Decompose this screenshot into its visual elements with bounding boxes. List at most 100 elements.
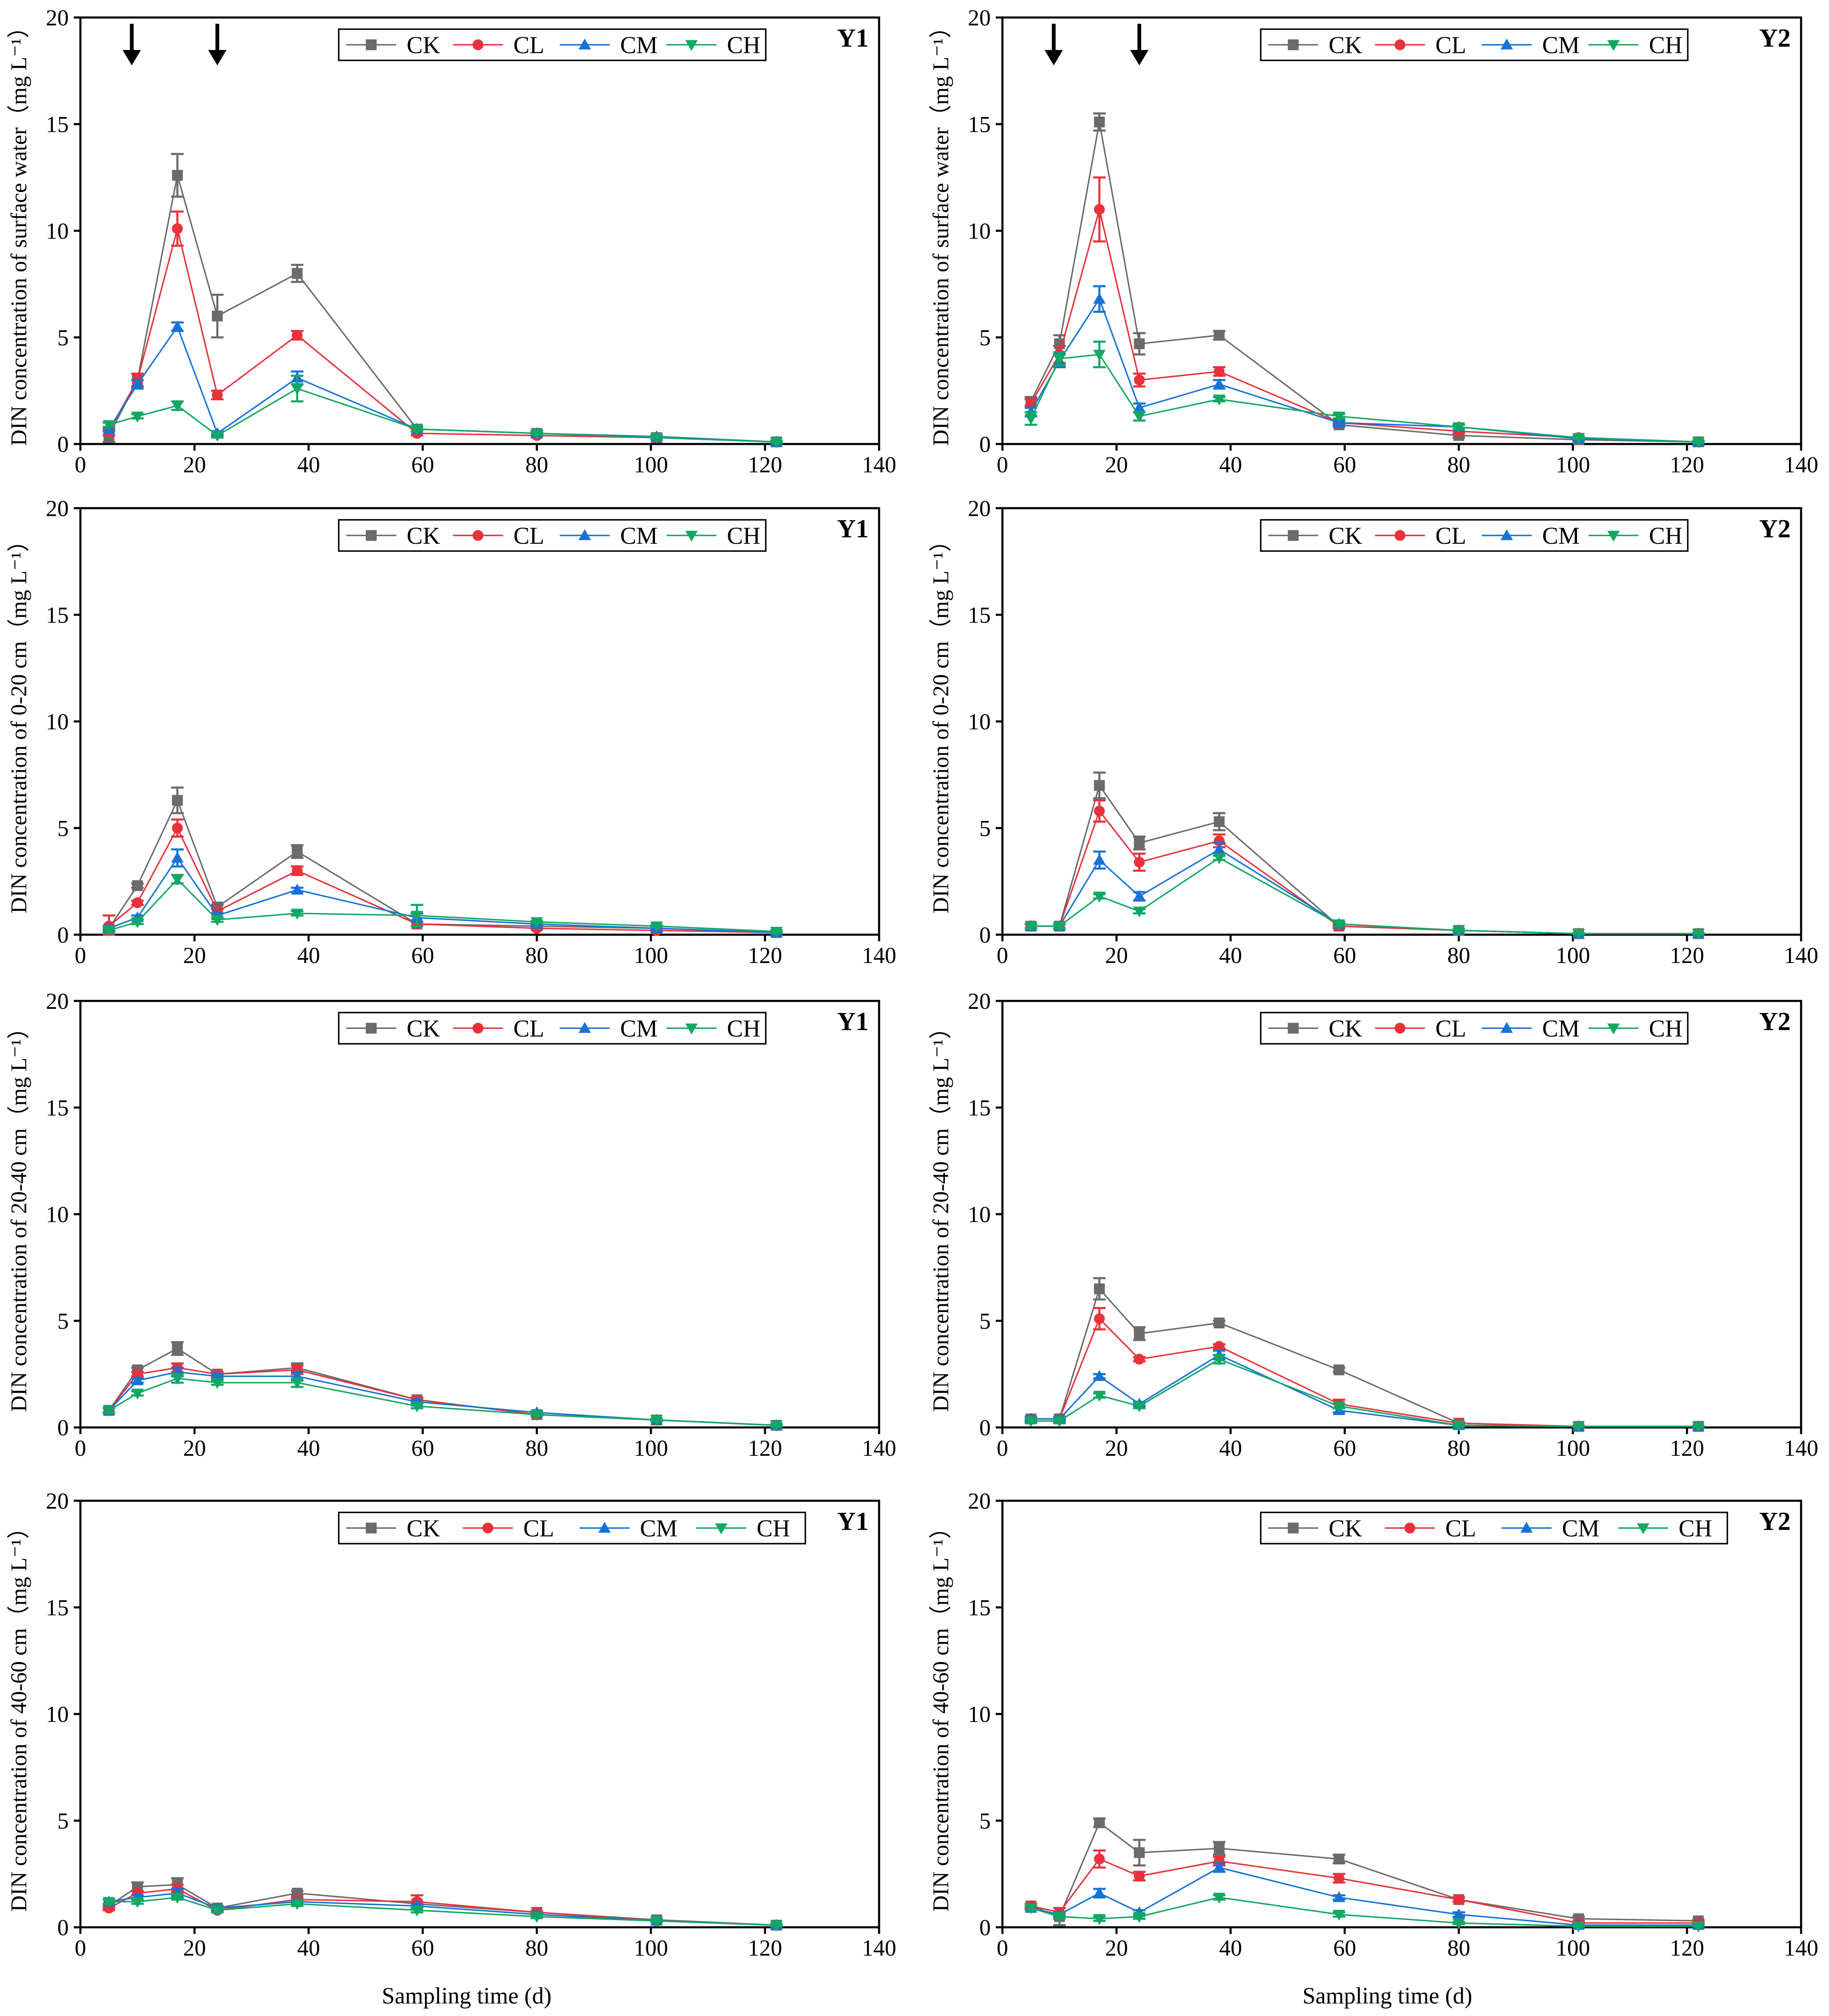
data-point [1133,402,1146,413]
data-point [1094,1817,1105,1829]
x-tick-label: 140 [1784,943,1819,968]
legend-label: CH [1649,522,1683,549]
y-axis-title: DIN concentration of 0-20 cm（mg L⁻¹） [6,529,31,913]
x-tick-label: 80 [525,943,548,968]
data-point [770,437,783,448]
data-point [1214,366,1225,377]
data-point [530,429,543,440]
x-tick-label: 0 [997,1435,1008,1461]
data-point [172,1343,183,1354]
x-tick-label: 20 [1105,943,1128,968]
x-tick-label: 120 [748,943,782,968]
x-tick-label: 0 [75,1435,86,1461]
series-ch [1024,1893,1705,1933]
series-line [1030,209,1699,443]
series-ch [102,874,783,938]
data-point [1134,1354,1145,1365]
data-point [292,865,303,876]
down-arrow-icon [1130,24,1149,65]
legend-label: CM [1542,1015,1580,1042]
y-tick-label: 10 [968,1702,991,1727]
x-tick-label: 40 [297,943,320,968]
y-tick-label: 20 [46,496,69,521]
data-point [131,1374,144,1385]
legend-label: CH [1679,1515,1712,1542]
data-point [1094,1283,1105,1295]
legend-label: CM [620,522,658,549]
legend-entry-ch: CH [666,1015,760,1042]
legend-entry-cm: CM [560,522,658,549]
data-point [1093,853,1106,865]
data-point [1134,338,1145,349]
x-tick-label: 140 [1784,452,1819,477]
data-point [172,170,183,181]
series-line [108,878,777,933]
series-cm [1024,285,1705,447]
legend-entry-cl: CL [453,32,544,59]
y-tick-label: 20 [968,988,991,1014]
data-point [410,1401,423,1412]
y-tick-label: 20 [46,5,69,30]
legend-entry-cm: CM [580,1515,677,1542]
data-point [1213,1893,1226,1904]
panel-tag: Y1 [837,1507,869,1536]
panel-y2-row1: 0 20 40 60 80 100 120 140 0 5 10 15 20 DIN concentrat… [928,5,1818,477]
data-point [132,1369,143,1380]
legend-label: CK [407,1515,440,1542]
data-point [171,401,184,412]
data-point [1053,921,1066,933]
x-tick-label: 40 [297,1935,320,1961]
data-point [1572,1422,1585,1433]
legend-entry-ck: CK [346,522,440,549]
data-point [1572,929,1585,940]
y-tick-label: 10 [46,1702,69,1727]
x-tick-label: 0 [997,452,1008,477]
series-ch [102,1373,783,1432]
panel-tag: Y1 [837,515,869,543]
legend-label: CM [1562,1515,1599,1542]
x-tick-label: 40 [297,1435,320,1461]
data-point [102,420,115,431]
panel-y2-row4: 0 20 40 60 80 100 120 140 0 5 10 15 20 DIN concentrat… [928,1488,1818,1961]
data-point [1332,919,1345,931]
y-tick-label: 10 [968,218,991,244]
series-cl [102,818,783,938]
data-point [650,921,663,933]
legend-entry-cm: CM [1482,1015,1580,1042]
data-point [171,851,184,863]
data-point [650,1415,663,1427]
y-tick-label: 20 [46,988,69,1014]
data-point [292,268,303,279]
legend-entry-ch: CH [1588,32,1682,59]
y-tick-label: 20 [968,1488,991,1514]
data-point [211,431,224,442]
legend-label: CM [620,32,658,59]
plot-frame [1001,1500,1802,1929]
x-tick-label: 80 [525,1435,548,1461]
data-point [1093,1370,1106,1381]
legend-label: CK [407,1015,440,1042]
data-point [171,1374,184,1385]
data-point [770,1420,783,1432]
series-cm [1024,842,1705,938]
data-point [291,384,304,395]
x-tick-label: 60 [411,1935,434,1961]
data-point [1133,1912,1146,1923]
data-point [1093,1390,1106,1402]
x-tick-label: 20 [183,1935,206,1961]
legend-entry-cm: CM [1502,1515,1599,1542]
series-line [1031,1358,1699,1427]
series-line [1031,1858,1699,1924]
legend-entry-cl: CL [1375,522,1466,549]
y-tick-label: 20 [968,5,991,30]
data-point [1214,816,1225,827]
data-point [1692,1921,1705,1933]
data-point [171,874,184,886]
series-cl [102,210,783,447]
y-tick-label: 10 [46,218,69,244]
data-point [1093,1914,1106,1925]
data-point [1133,890,1146,901]
x-tick-label: 120 [1670,943,1704,968]
data-point [1213,394,1226,406]
series-line [108,1377,777,1426]
